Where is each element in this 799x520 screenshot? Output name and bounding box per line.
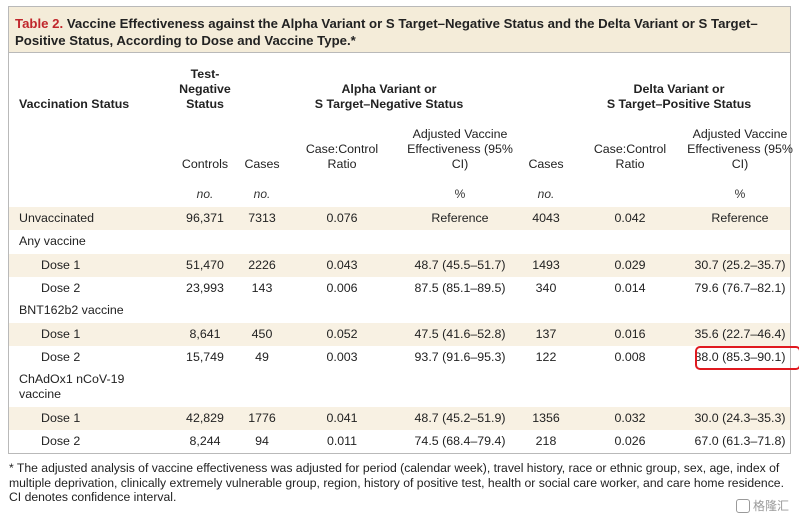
- cell-controls: 8,244: [189, 434, 221, 448]
- header-cases: Cases: [244, 157, 280, 171]
- cell-ratio: 0.052: [326, 327, 358, 341]
- cell-delta-ve: 35.6 (22.7–46.4): [694, 327, 786, 341]
- table-footnote: * The adjusted analysis of vaccine effec…: [9, 461, 784, 505]
- cell-ve: 74.5 (68.4–79.4): [414, 434, 506, 448]
- group-chadox1: ChAdOx1 nCoV-19 vaccine: [19, 372, 125, 401]
- cell-delta-ratio: 0.016: [614, 327, 646, 341]
- cell-delta-ratio: 0.014: [614, 281, 646, 295]
- cell-delta-cases: 122: [535, 350, 557, 364]
- row-label: Dose 1: [41, 327, 81, 341]
- cell-delta-ve: 88.0 (85.3–90.1): [694, 350, 786, 364]
- cell-delta-ve: Reference: [711, 211, 769, 225]
- cell-delta-ve: 30.7 (25.2–35.7): [694, 258, 786, 272]
- header-test-negative: Test-Negative Status: [179, 67, 231, 111]
- group-any-vaccine: Any vaccine: [19, 234, 86, 248]
- table-row: Dose 2 23,993 143 0.006 87.5 (85.1–89.5)…: [9, 277, 790, 300]
- row-label: Dose 2: [41, 434, 81, 448]
- cell-delta-ratio: 0.008: [614, 350, 646, 364]
- table-frame: Table 2. Vaccine Effectiveness against t…: [8, 6, 799, 454]
- table-label: Table 2.: [15, 16, 64, 31]
- cell-delta-ve: 67.0 (61.3–71.8): [694, 434, 786, 448]
- cell-ve: 87.5 (85.1–89.5): [414, 281, 506, 295]
- cell-controls: 8,641: [189, 327, 221, 341]
- cell-delta-cases: 218: [535, 434, 557, 448]
- table-row: Dose 1 8,641 450 0.052 47.5 (41.6–52.8) …: [9, 323, 790, 346]
- cell-cases: 1776: [248, 411, 276, 425]
- cell-delta-cases: 340: [535, 281, 557, 295]
- row-label: Dose 1: [41, 258, 81, 272]
- header-ratio: Case:Control Ratio: [305, 142, 379, 171]
- header-delta-group: Delta Variant or S Target–Positive Statu…: [579, 82, 779, 112]
- cell-ratio: 0.076: [326, 211, 358, 225]
- cell-delta-cases: 1493: [532, 258, 560, 272]
- cell-delta-ratio: 0.029: [614, 258, 646, 272]
- cell-ratio: 0.041: [326, 411, 358, 425]
- cell-cases: 94: [255, 434, 269, 448]
- table-title: Vaccine Effectiveness against the Alpha …: [15, 16, 758, 48]
- table-row: Dose 2 15,749 49 0.003 93.7 (91.6–95.3) …: [9, 346, 790, 369]
- cell-ve: 93.7 (91.6–95.3): [414, 350, 506, 364]
- unit-cases: no.: [253, 187, 271, 201]
- cell-ve: 48.7 (45.5–51.7): [414, 258, 506, 272]
- cell-cases: 143: [251, 281, 273, 295]
- header-alpha-line2: S Target–Negative Status: [314, 97, 464, 111]
- cell-delta-ratio: 0.026: [614, 434, 646, 448]
- cell-delta-ve: 30.0 (24.3–35.3): [694, 411, 786, 425]
- header-delta-line2: S Target–Positive Status: [606, 97, 752, 111]
- unit-adjusted: %: [454, 187, 466, 201]
- cell-delta-cases: 137: [535, 327, 557, 341]
- header-alpha-line1: Alpha Variant or: [341, 82, 437, 96]
- highlight-box: [695, 346, 799, 370]
- cell-delta-ratio: 0.042: [614, 211, 646, 225]
- table-row: Unvaccinated 96,371 7313 0.076 Reference…: [9, 207, 790, 230]
- cell-delta-cases: 4043: [532, 211, 560, 225]
- header-delta-cases: Cases: [528, 157, 564, 171]
- unit-delta-cases: no.: [537, 187, 555, 201]
- row-label: Dose 2: [41, 281, 81, 295]
- row-label: Dose 2: [41, 350, 81, 364]
- cell-ve: Reference: [431, 211, 489, 225]
- cell-controls: 96,371: [186, 211, 224, 225]
- cell-cases: 2226: [248, 258, 276, 272]
- header-vaccination-status: Vaccination Status: [19, 97, 130, 111]
- cell-ratio: 0.003: [326, 350, 358, 364]
- header-delta-adjusted: Adjusted Vaccine Effectiveness (95% CI): [687, 127, 793, 171]
- cell-controls: 42,829: [186, 411, 224, 425]
- cell-cases: 7313: [248, 211, 276, 225]
- header-adjusted: Adjusted Vaccine Effectiveness (95% CI): [407, 127, 513, 171]
- cell-cases: 450: [251, 327, 273, 341]
- unit-delta-adjusted: %: [734, 187, 746, 201]
- cell-controls: 23,993: [186, 281, 224, 295]
- cell-controls: 15,749: [186, 350, 224, 364]
- cell-ratio: 0.006: [326, 281, 358, 295]
- cell-ratio: 0.043: [326, 258, 358, 272]
- cell-ve: 48.7 (45.2–51.9): [414, 411, 506, 425]
- unit-controls: no.: [196, 187, 214, 201]
- row-label: Unvaccinated: [19, 211, 95, 225]
- watermark-text: 格隆汇: [752, 499, 789, 513]
- cell-delta-ve: 79.6 (76.7–82.1): [694, 281, 786, 295]
- header-controls: Controls: [181, 157, 229, 171]
- table-row: Dose 1 51,470 2226 0.043 48.7 (45.5–51.7…: [9, 254, 790, 277]
- group-bnt162b2: BNT162b2 vaccine: [19, 303, 124, 317]
- header-alpha-group: Alpha Variant or S Target–Negative Statu…: [299, 82, 479, 112]
- table-row: Dose 1 42,829 1776 0.041 48.7 (45.2–51.9…: [9, 407, 790, 430]
- table-title-bar: Table 2. Vaccine Effectiveness against t…: [9, 7, 790, 53]
- cell-controls: 51,470: [186, 258, 224, 272]
- cell-ratio: 0.011: [326, 434, 358, 448]
- header-delta-line1: Delta Variant or: [633, 82, 725, 96]
- watermark-logo-icon: [735, 498, 750, 513]
- cell-ve: 47.5 (41.6–52.8): [414, 327, 506, 341]
- watermark: 格隆汇: [735, 497, 789, 514]
- table-row: Dose 2 8,244 94 0.011 74.5 (68.4–79.4) 2…: [9, 430, 790, 453]
- cell-cases: 49: [255, 350, 269, 364]
- cell-delta-cases: 1356: [532, 411, 560, 425]
- cell-delta-ratio: 0.032: [614, 411, 646, 425]
- row-label: Dose 1: [41, 411, 81, 425]
- header-delta-ratio: Case:Control Ratio: [593, 142, 667, 171]
